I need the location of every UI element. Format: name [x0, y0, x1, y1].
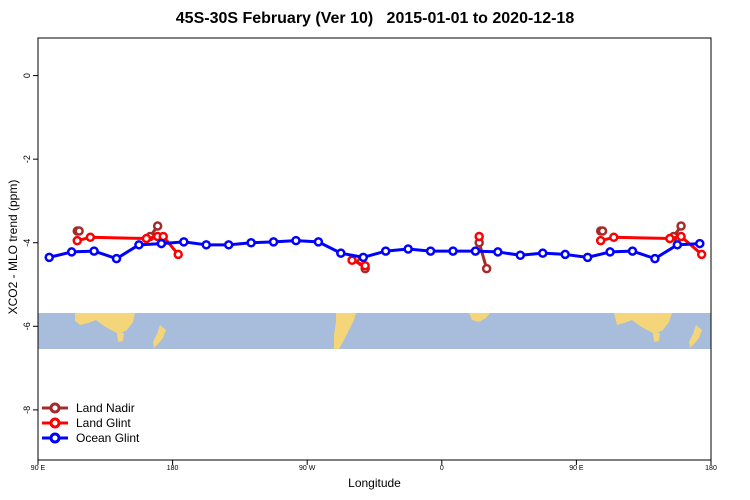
- data-point: [650, 253, 660, 264]
- map-land: [75, 313, 135, 334]
- map-land: [689, 325, 702, 348]
- map-ocean: [38, 313, 711, 349]
- data-point: [66, 247, 77, 257]
- map-strip: [38, 313, 711, 349]
- data-point: [246, 237, 256, 248]
- x-tick-label: 180: [705, 465, 717, 472]
- data-point: [676, 231, 686, 242]
- data-point: [360, 260, 370, 271]
- data-point: [425, 246, 436, 256]
- data-point: [560, 249, 570, 260]
- data-point: [627, 246, 638, 256]
- x-tick-label: 90 E: [569, 465, 584, 472]
- data-point: [605, 247, 615, 257]
- chart-title: 45S-30S February (Ver 10) 2015-01-01 to …: [175, 10, 575, 27]
- data-point: [141, 233, 152, 244]
- data-point: [380, 246, 391, 256]
- map-land: [614, 313, 672, 334]
- x-tick-label: 180: [167, 465, 179, 472]
- y-tick-label: -6: [22, 322, 32, 330]
- data-point: [336, 248, 346, 258]
- data-point: [152, 221, 163, 231]
- data-point: [85, 232, 96, 243]
- data-point: [515, 250, 526, 261]
- data-point: [74, 226, 84, 236]
- map-land: [334, 313, 356, 349]
- data-point: [179, 237, 189, 247]
- legend-label-ocean-glint: Ocean Glint: [76, 430, 140, 445]
- data-point: [481, 263, 492, 274]
- legend-swatch-land-nadir: [42, 402, 68, 413]
- data-point: [134, 240, 144, 250]
- data-point: [156, 238, 167, 249]
- data-point: [474, 231, 484, 242]
- data-point: [696, 249, 707, 260]
- legend-item-ocean-glint: Ocean Glint: [42, 430, 139, 445]
- x-axis-label: Longitude: [348, 476, 401, 490]
- legend-item-land-glint: Land Glint: [42, 415, 139, 430]
- data-point: [72, 235, 83, 246]
- data-point: [201, 240, 211, 250]
- legend-swatch-land-glint: [42, 417, 68, 428]
- y-tick-label: -2: [22, 155, 32, 163]
- map-land: [117, 333, 124, 342]
- data-point: [676, 221, 686, 231]
- series-ocean-glint: [44, 235, 705, 264]
- map-land: [469, 313, 490, 322]
- data-point: [291, 235, 301, 246]
- map-land: [153, 325, 166, 348]
- data-point: [403, 244, 413, 254]
- legend-label-land-glint: Land Glint: [76, 415, 131, 430]
- data-point: [173, 249, 183, 260]
- data-point: [665, 233, 675, 244]
- data-point: [111, 253, 122, 264]
- legend-item-land-nadir: Land Nadir: [42, 400, 139, 415]
- data-point: [595, 235, 606, 246]
- plot-frame: [37, 37, 712, 461]
- data-point: [268, 237, 279, 247]
- data-point: [358, 252, 369, 263]
- data-point: [470, 246, 481, 256]
- data-point: [313, 237, 324, 247]
- legend-label-land-nadir: Land Nadir: [76, 400, 135, 415]
- data-point: [695, 238, 705, 249]
- data-point: [582, 252, 593, 263]
- data-point: [538, 248, 548, 258]
- series-land-nadir: [72, 221, 686, 274]
- data-point: [347, 255, 357, 266]
- map-land: [653, 333, 660, 342]
- legend: Land Nadir Land Glint Ocean Glint: [42, 400, 139, 445]
- y-tick-label: -8: [22, 406, 32, 414]
- data-point: [223, 240, 234, 250]
- legend-swatch-ocean-glint: [42, 432, 68, 443]
- data-point: [493, 247, 503, 257]
- data-point: [672, 240, 683, 250]
- y-tick-label: -4: [22, 239, 32, 247]
- x-tick-label: 0: [440, 465, 444, 472]
- data-point: [89, 246, 99, 256]
- data-point: [597, 226, 608, 236]
- y-tick-label: 0: [22, 73, 32, 78]
- data-point: [448, 246, 458, 256]
- y-axis-label: XCO2 - MLO trend (ppm): [6, 179, 20, 315]
- x-tick-label: 90 W: [299, 465, 316, 472]
- data-point: [44, 252, 54, 263]
- x-tick-label: 90 E: [31, 465, 46, 472]
- data-point: [609, 232, 619, 243]
